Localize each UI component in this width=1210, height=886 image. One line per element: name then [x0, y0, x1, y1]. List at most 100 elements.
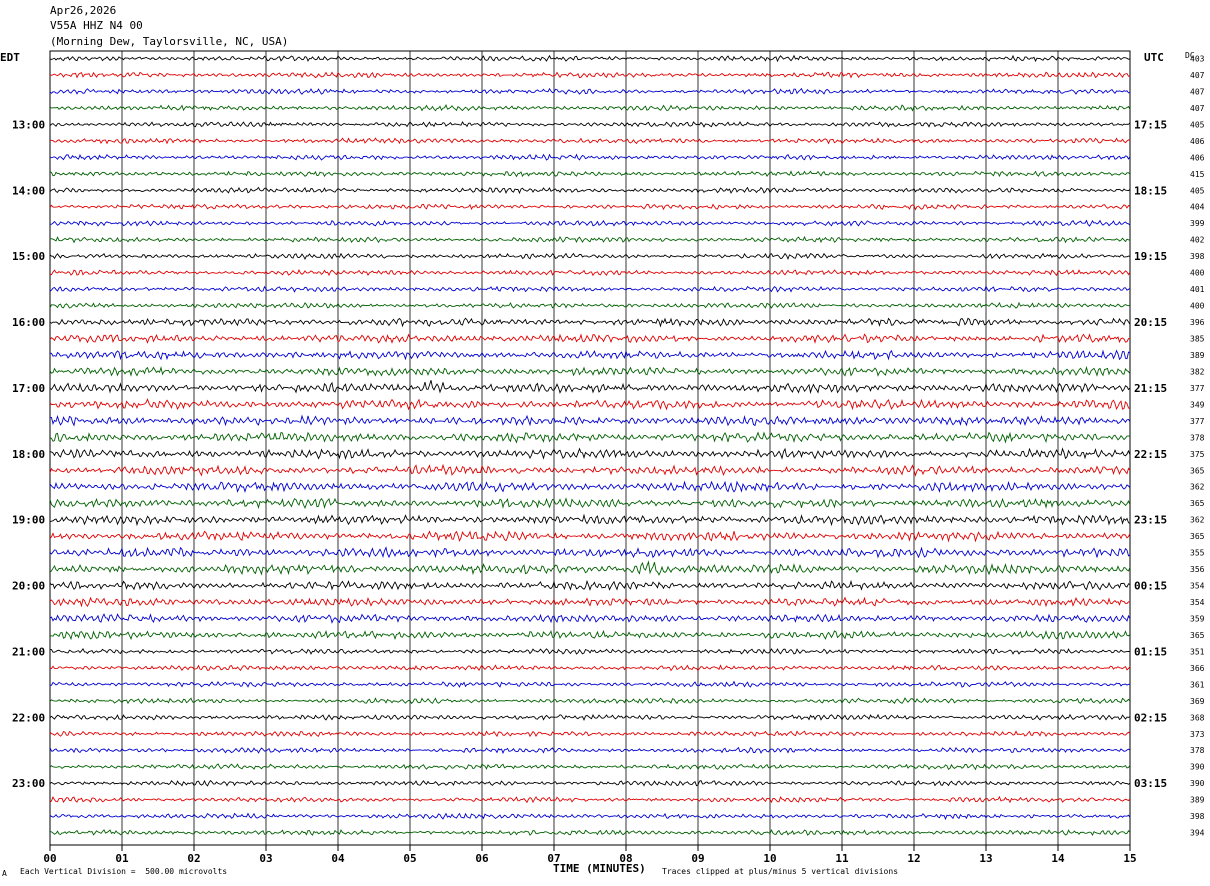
x-tick-label: 07: [547, 852, 560, 865]
dc-offset-label: 354: [1190, 582, 1205, 591]
left-hour-label: 20:00: [12, 580, 45, 593]
seismic-trace: [49, 763, 1131, 771]
dc-offset-label: 369: [1190, 697, 1205, 706]
dc-offset-label: 390: [1190, 779, 1205, 788]
dc-header-label: DC: [1185, 51, 1195, 60]
dc-offset-label: 368: [1190, 713, 1205, 722]
x-tick-label: 14: [1051, 852, 1065, 865]
dc-offset-label: 365: [1190, 532, 1205, 541]
dc-offset-label: 373: [1190, 730, 1205, 739]
dc-offset-label: 362: [1190, 516, 1205, 525]
seismic-trace: [49, 629, 1131, 641]
seismic-trace: [49, 170, 1131, 178]
seismic-trace: [49, 54, 1131, 63]
dc-offset-label: 405: [1190, 120, 1205, 129]
dc-offset-label: 385: [1190, 334, 1205, 343]
dc-offset-label: 403: [1190, 55, 1205, 64]
seismic-trace: [49, 203, 1131, 211]
right-hour-label: 22:15: [1134, 448, 1167, 461]
x-tick-label: 06: [475, 852, 489, 865]
seismic-trace: [49, 648, 1131, 655]
left-hour-label: 19:00: [12, 514, 45, 527]
dc-offset-label: 394: [1190, 829, 1205, 838]
seismic-trace: [49, 746, 1131, 755]
x-tick-label: 08: [619, 852, 632, 865]
dc-offset-label: 389: [1190, 796, 1205, 805]
corner-mark: A: [2, 869, 7, 878]
dc-offset-label: 399: [1190, 219, 1205, 228]
x-tick-label: 00: [43, 852, 56, 865]
seismic-trace: [49, 812, 1131, 821]
seismic-trace: [49, 186, 1131, 195]
seismic-trace: [49, 680, 1131, 688]
dc-offset-label: 406: [1190, 153, 1205, 162]
dc-offset-label: 349: [1190, 400, 1205, 409]
station-label: V55A HHZ N4 00: [50, 19, 143, 32]
left-hour-label: 22:00: [12, 711, 45, 724]
dc-offset-label: 377: [1190, 417, 1205, 426]
seismic-trace: [49, 795, 1131, 804]
x-tick-label: 11: [835, 852, 849, 865]
left-timezone-label: EDT: [0, 51, 20, 64]
dc-offset-label: 365: [1190, 631, 1205, 640]
dc-offset-label: 382: [1190, 367, 1205, 376]
dc-offset-label: 365: [1190, 499, 1205, 508]
right-hour-label: 01:15: [1134, 645, 1167, 658]
dc-offset-label: 375: [1190, 450, 1205, 459]
seismic-trace: [49, 560, 1131, 576]
dc-offset-label: 390: [1190, 763, 1205, 772]
traces: [49, 54, 1131, 836]
seismic-trace: [49, 463, 1131, 477]
date-label: Apr26,2026: [50, 4, 117, 17]
seismic-trace: [49, 431, 1131, 444]
seismic-trace: [49, 596, 1131, 608]
seismic-trace: [49, 71, 1131, 79]
right-timezone-label: UTC: [1144, 51, 1164, 64]
dc-offset-label: 398: [1190, 252, 1205, 261]
left-hour-label: 14:00: [12, 184, 45, 197]
seismic-trace: [49, 365, 1131, 377]
seismic-trace: [49, 613, 1131, 624]
dc-offset-label: 400: [1190, 269, 1205, 278]
right-hour-label: 02:15: [1134, 711, 1167, 724]
left-hour-label: 13:00: [12, 118, 45, 131]
seismic-trace: [49, 104, 1131, 112]
seismic-trace: [49, 480, 1131, 494]
dc-offset-label: 415: [1190, 170, 1205, 179]
x-tick-label: 03: [259, 852, 272, 865]
right-hour-label: 20:15: [1134, 316, 1167, 329]
seismic-trace: [49, 829, 1131, 836]
dc-offset-label: 396: [1190, 318, 1205, 327]
dc-offset-label: 359: [1190, 614, 1205, 623]
seismic-trace: [49, 414, 1131, 427]
seismic-trace: [49, 219, 1131, 227]
right-hour-label: 18:15: [1134, 184, 1167, 197]
seismic-trace: [49, 513, 1131, 527]
seismic-trace: [49, 268, 1131, 277]
seismic-trace: [49, 333, 1131, 345]
dc-offset-label: 355: [1190, 549, 1205, 558]
dc-offset-label: 405: [1190, 186, 1205, 195]
x-tick-label: 12: [907, 852, 920, 865]
seismic-trace: [49, 137, 1131, 145]
dc-offset-label: 351: [1190, 647, 1205, 656]
dc-offset-label: 362: [1190, 483, 1205, 492]
scale-note: Each Vertical Division = 500.00 microvol…: [20, 867, 228, 876]
grid: [49, 50, 1131, 851]
seismic-trace: [49, 664, 1131, 672]
dc-offset-label: 356: [1190, 565, 1205, 574]
dc-offset-label: 398: [1190, 812, 1205, 821]
x-tick-label: 01: [115, 852, 129, 865]
left-hour-label: 21:00: [12, 645, 45, 658]
dc-offset-label: 354: [1190, 598, 1205, 607]
seismic-trace: [49, 285, 1131, 293]
dc-offset-label: 389: [1190, 351, 1205, 360]
right-hour-label: 17:15: [1134, 118, 1167, 131]
x-tick-label: 04: [331, 852, 345, 865]
seismic-trace: [49, 398, 1131, 411]
x-tick-label: 02: [187, 852, 200, 865]
dc-offset-label: 407: [1190, 104, 1205, 113]
x-tick-label: 05: [403, 852, 416, 865]
left-hour-label: 23:00: [12, 777, 45, 790]
